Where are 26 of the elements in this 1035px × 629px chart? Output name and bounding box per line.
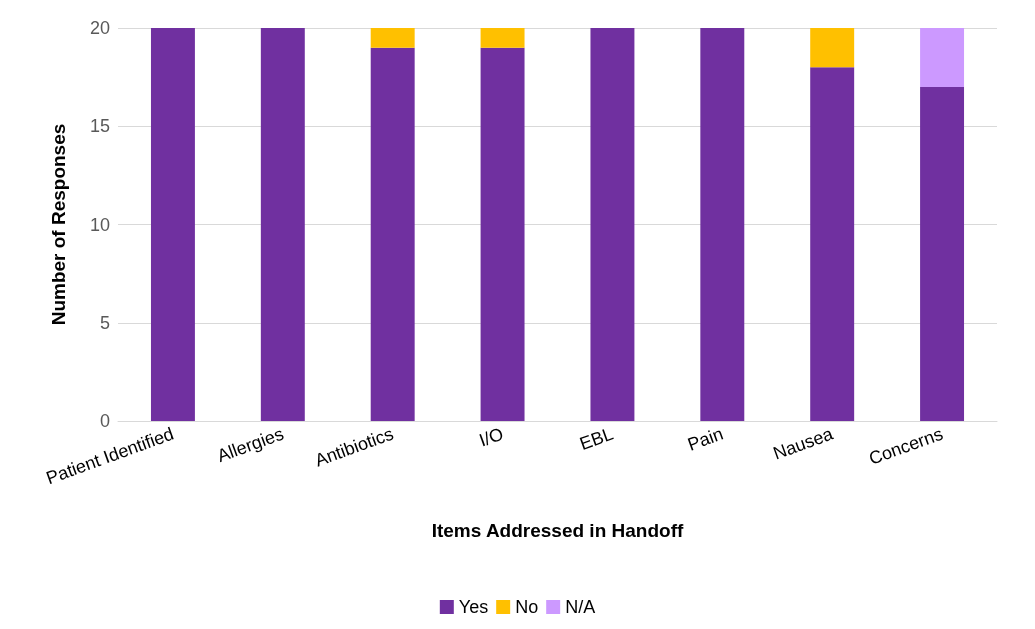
bar — [810, 28, 855, 68]
x-tick-label: I/O — [476, 423, 506, 451]
bar — [920, 28, 965, 87]
bar — [810, 67, 855, 421]
legend-label: No — [515, 597, 539, 617]
y-tick-label: 15 — [89, 116, 110, 137]
y-axis-title: Number of Responses — [48, 123, 69, 326]
y-tick-label: 5 — [99, 312, 110, 333]
bar — [480, 47, 525, 421]
bar — [370, 28, 415, 48]
bar — [700, 28, 745, 421]
x-axis-title: Items Addressed in Handoff — [431, 520, 684, 541]
x-tick-label: Pain — [685, 423, 726, 455]
y-tick-label: 20 — [89, 18, 110, 38]
bar — [920, 86, 965, 421]
bar — [260, 28, 305, 421]
y-tick-label: 10 — [89, 214, 110, 235]
legend-label: Yes — [458, 597, 489, 617]
bar — [370, 47, 415, 421]
legend-label: N/A — [565, 597, 596, 617]
x-tick-label: Nausea — [770, 423, 837, 464]
y-tick-label: 0 — [99, 411, 110, 431]
bar — [480, 28, 525, 48]
x-tick-label: EBL — [577, 423, 616, 455]
bar — [150, 28, 195, 421]
bar — [590, 28, 635, 421]
